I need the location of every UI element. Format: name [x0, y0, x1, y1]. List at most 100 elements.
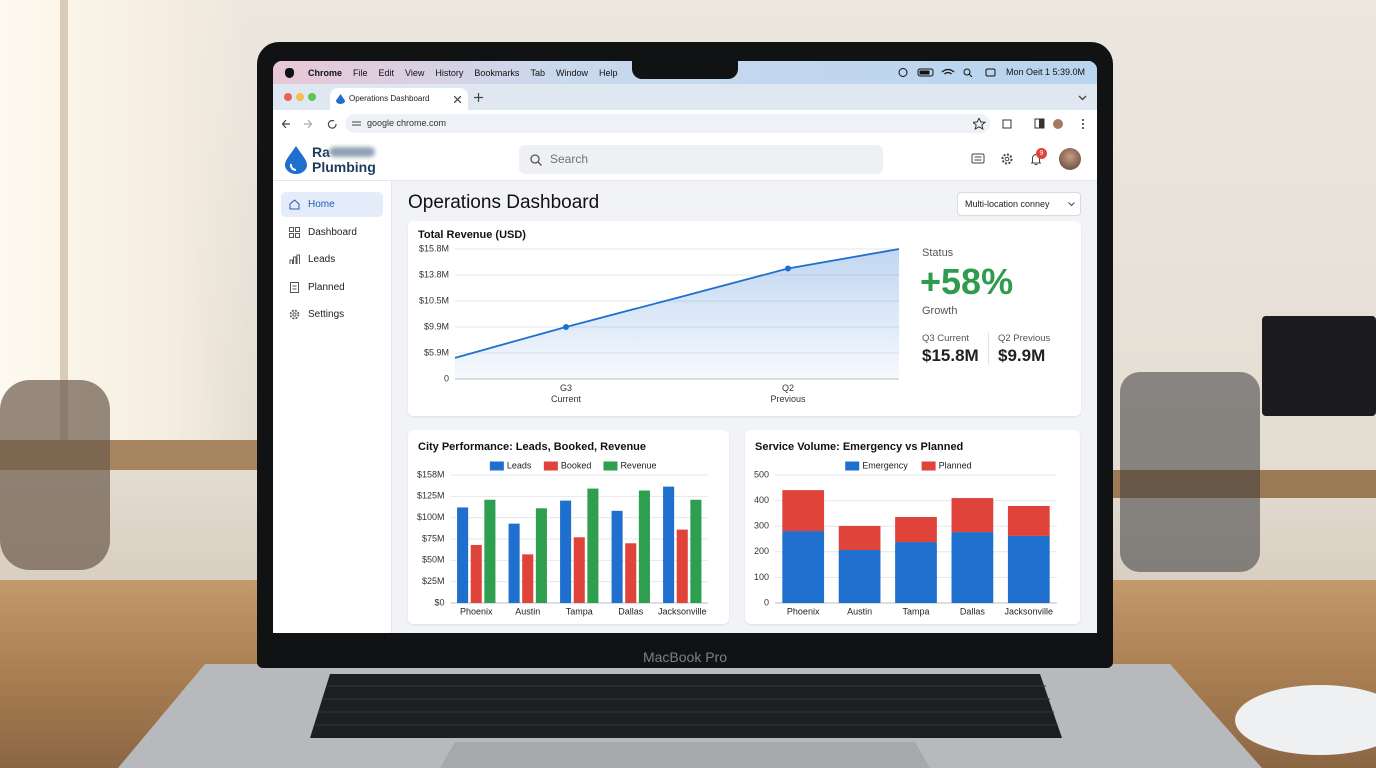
tab-bar: Operations Dashboard [273, 84, 1097, 110]
window-controls[interactable] [283, 92, 323, 102]
y-tick-label: $50M [422, 555, 445, 565]
x-tick-label: G3 Current [550, 383, 581, 404]
y-tick-label: 100 [754, 572, 769, 582]
bar [573, 537, 585, 603]
x-tick-label: Austin [847, 606, 872, 616]
y-tick-label: 300 [754, 521, 769, 531]
bar [522, 554, 534, 603]
current-value: $15.8M [922, 346, 979, 365]
bar [587, 488, 599, 603]
site-info[interactable] [352, 119, 361, 128]
tab-favicon [336, 94, 345, 104]
menu-item[interactable]: Tab [530, 67, 545, 78]
url-text: google chrome.com [367, 118, 447, 128]
chart-title: City Performance: Leads, Booked, Revenue [418, 441, 646, 453]
search-box[interactable]: Search [519, 145, 883, 174]
nav-icon [290, 282, 299, 293]
logo-blur [329, 147, 375, 157]
nav-icon [289, 254, 300, 264]
nav-item[interactable]: Dashboard [281, 220, 383, 245]
menu-item[interactable]: View [405, 67, 425, 78]
location-select[interactable]: Multi-location conney [957, 192, 1081, 216]
growth-label: Growth [922, 305, 958, 317]
y-tick-label: $25M [422, 576, 445, 586]
menu-item[interactable]: Bookmarks [474, 67, 520, 78]
select-value: Multi-location conney [965, 199, 1050, 209]
bar [782, 531, 825, 603]
area [455, 249, 899, 379]
x-tick-label: Jacksonville [1005, 606, 1054, 616]
nav-item[interactable]: Leads [281, 247, 383, 272]
nav-label: Settings [308, 309, 345, 320]
browser-tab[interactable]: Operations Dashboard [330, 88, 468, 110]
status-icons [898, 68, 996, 78]
legend-label: Planned [939, 460, 972, 470]
header-icons[interactable] [971, 152, 1051, 166]
y-tick-label: $75M [422, 533, 445, 543]
address-bar: google chrome.com [273, 110, 1097, 139]
y-tick-label: $0 [434, 597, 444, 607]
menu-item[interactable]: Window [555, 67, 588, 78]
bar [470, 544, 482, 603]
x-tick-label: Phoenix [787, 606, 820, 616]
status-label: Status [922, 247, 954, 259]
menu-item[interactable]: Edit [378, 67, 395, 78]
new-tab[interactable] [474, 93, 483, 102]
bar [535, 508, 547, 603]
toolbar-icons[interactable] [973, 118, 1093, 130]
page-title: Operations Dashboard [408, 192, 600, 213]
bar [508, 523, 520, 603]
x-tick-label: Dallas [618, 606, 644, 616]
bar [838, 550, 881, 603]
menu-item[interactable]: Help [598, 67, 618, 78]
previous-value: $9.9M [998, 346, 1046, 365]
x-tick-label: Phoenix [460, 606, 493, 616]
legend-label: Leads [507, 460, 532, 470]
url-field[interactable]: google chrome.com [345, 114, 990, 133]
clock: Mon Oeit 1 5:39.0M [1005, 67, 1085, 77]
nav-icon [289, 227, 300, 238]
nav-item[interactable]: Planned [281, 275, 383, 300]
logo-icon[interactable] [285, 146, 307, 174]
nav-item[interactable]: Settings [281, 302, 383, 327]
nav-buttons[interactable] [282, 119, 342, 129]
menu-item[interactable]: History [435, 67, 464, 78]
divider [988, 333, 989, 365]
legend-label: Emergency [862, 460, 908, 470]
legend-label: Booked [561, 460, 592, 470]
point [785, 265, 791, 272]
avatar[interactable] [1059, 148, 1081, 170]
y-tick-label: 400 [754, 495, 769, 505]
bar [1007, 535, 1050, 603]
line [454, 248, 900, 359]
x-tick-label: Q2 Previous [770, 383, 806, 404]
window-frame [60, 0, 68, 460]
menu-app[interactable]: Chrome [308, 67, 343, 78]
search-icon [530, 154, 542, 166]
tab-menu[interactable] [1078, 93, 1087, 102]
nav-icon [289, 309, 300, 320]
bar [895, 516, 937, 543]
y-tick-label: 200 [754, 546, 769, 556]
x-tick-label: Tampa [566, 606, 593, 616]
y-tick-label: 0 [444, 373, 449, 383]
bar [484, 499, 496, 603]
apple-icon[interactable] [285, 67, 294, 78]
select-arrow [1068, 202, 1075, 207]
legend-swatch [603, 461, 618, 471]
nav-label: Dashboard [308, 227, 357, 238]
nav-label: Planned [308, 282, 345, 293]
y-tick-label: 500 [754, 469, 769, 479]
growth-value: +58% [920, 261, 1014, 302]
current-label: Q3 Current [922, 333, 969, 344]
nav-item[interactable]: Home [281, 192, 383, 217]
bar [690, 499, 702, 603]
menu-item[interactable]: File [353, 67, 368, 78]
notch [632, 61, 738, 79]
bar [895, 542, 937, 603]
bar [676, 529, 688, 603]
tab-close[interactable] [454, 96, 461, 103]
bar [951, 532, 994, 603]
